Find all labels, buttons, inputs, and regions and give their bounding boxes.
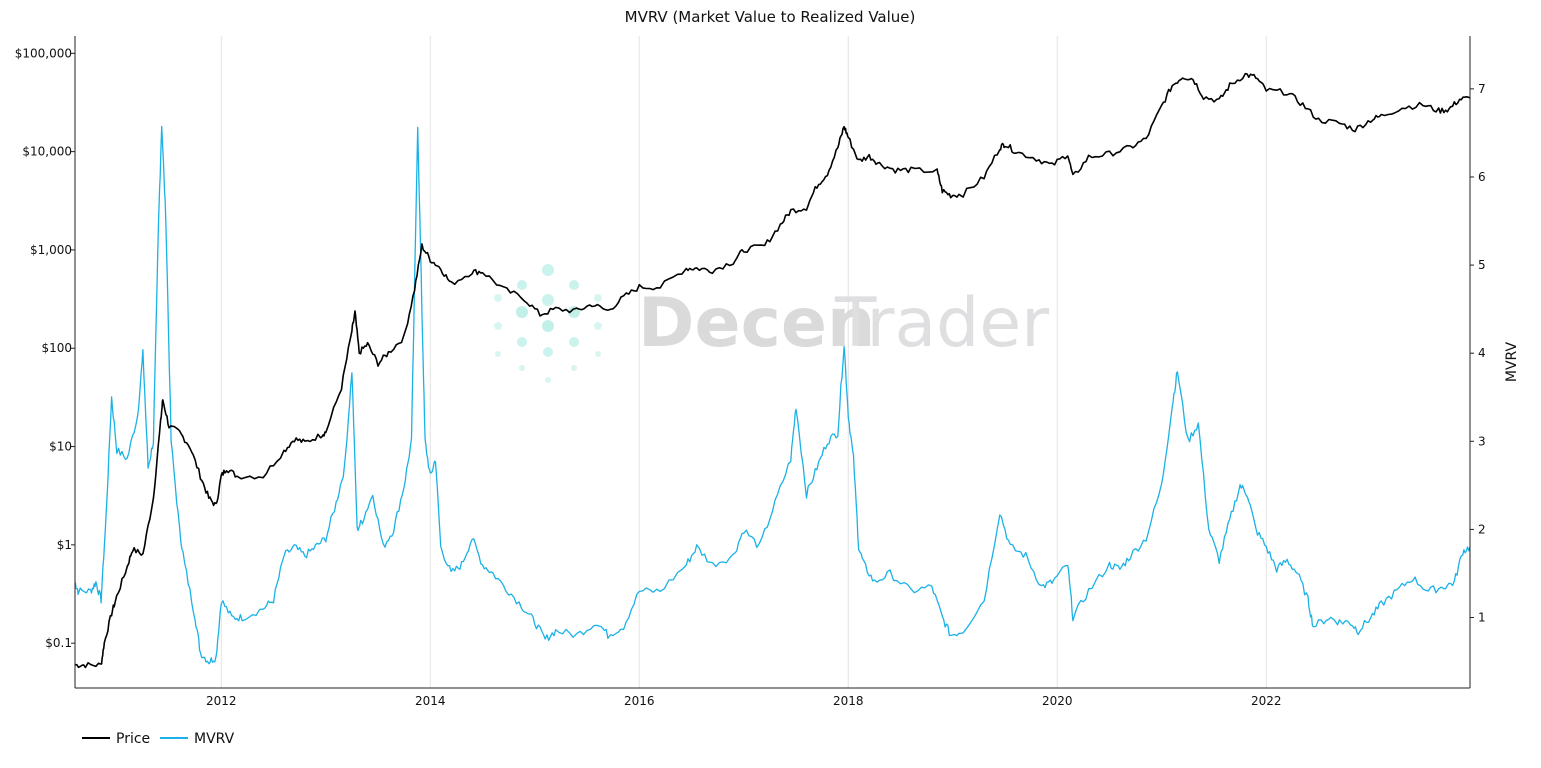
y-right-tick-label: 5 — [1478, 258, 1486, 272]
chart-title: MVRV (Market Value to Realized Value) — [625, 8, 916, 26]
x-grid-lines — [220, 36, 1267, 688]
watermark-text-light: Trader — [834, 284, 1049, 363]
x-tick-label: 2014 — [415, 694, 446, 708]
watermark: Decen Trader — [494, 264, 1049, 383]
legend-mvrv-label: MVRV — [194, 731, 235, 747]
legend-item-price[interactable]: Price — [82, 731, 150, 747]
y-right-tick-label: 1 — [1478, 611, 1486, 625]
y-right-axis-title: MVRV — [1504, 341, 1520, 382]
y-left-tick-label: $1 — [57, 538, 72, 552]
y-left-axis-ticks: $0.1 $1 $10 $100 $1,000 $10,000 $100,000 — [15, 46, 75, 650]
y-left-tick-label: $100,000 — [15, 46, 72, 60]
x-tick-label: 2020 — [1042, 694, 1073, 708]
series-line-price[interactable] — [74, 72, 1471, 669]
y-right-tick-label: 7 — [1478, 82, 1486, 96]
watermark-logo-icon — [494, 264, 602, 383]
y-left-tick-label: $100 — [41, 341, 72, 355]
x-tick-label: 2022 — [1251, 694, 1282, 708]
series-line-mvrv[interactable] — [74, 125, 1471, 665]
x-tick-label: 2016 — [624, 694, 655, 708]
y-left-tick-label: $1,000 — [30, 243, 72, 257]
y-right-tick-label: 6 — [1478, 170, 1486, 184]
y-left-tick-label: $10 — [49, 440, 72, 454]
series-layer — [74, 72, 1471, 669]
y-right-tick-label: 2 — [1478, 522, 1486, 536]
watermark-text-bold: Decen — [638, 284, 875, 363]
x-tick-label: 2012 — [206, 694, 237, 708]
x-tick-label: 2018 — [833, 694, 864, 708]
x-axis-ticks: 2012 2014 2016 2018 2020 2022 — [206, 694, 1281, 708]
y-right-tick-label: 4 — [1478, 346, 1486, 360]
legend: Price MVRV — [82, 731, 235, 747]
y-right-axis-ticks: 1 2 3 4 5 6 7 — [1470, 82, 1486, 625]
legend-item-mvrv[interactable]: MVRV — [160, 731, 235, 747]
y-left-tick-label: $0.1 — [45, 636, 72, 650]
legend-price-label: Price — [116, 731, 150, 747]
y-left-tick-label: $10,000 — [22, 145, 72, 159]
y-right-tick-label: 3 — [1478, 434, 1486, 448]
